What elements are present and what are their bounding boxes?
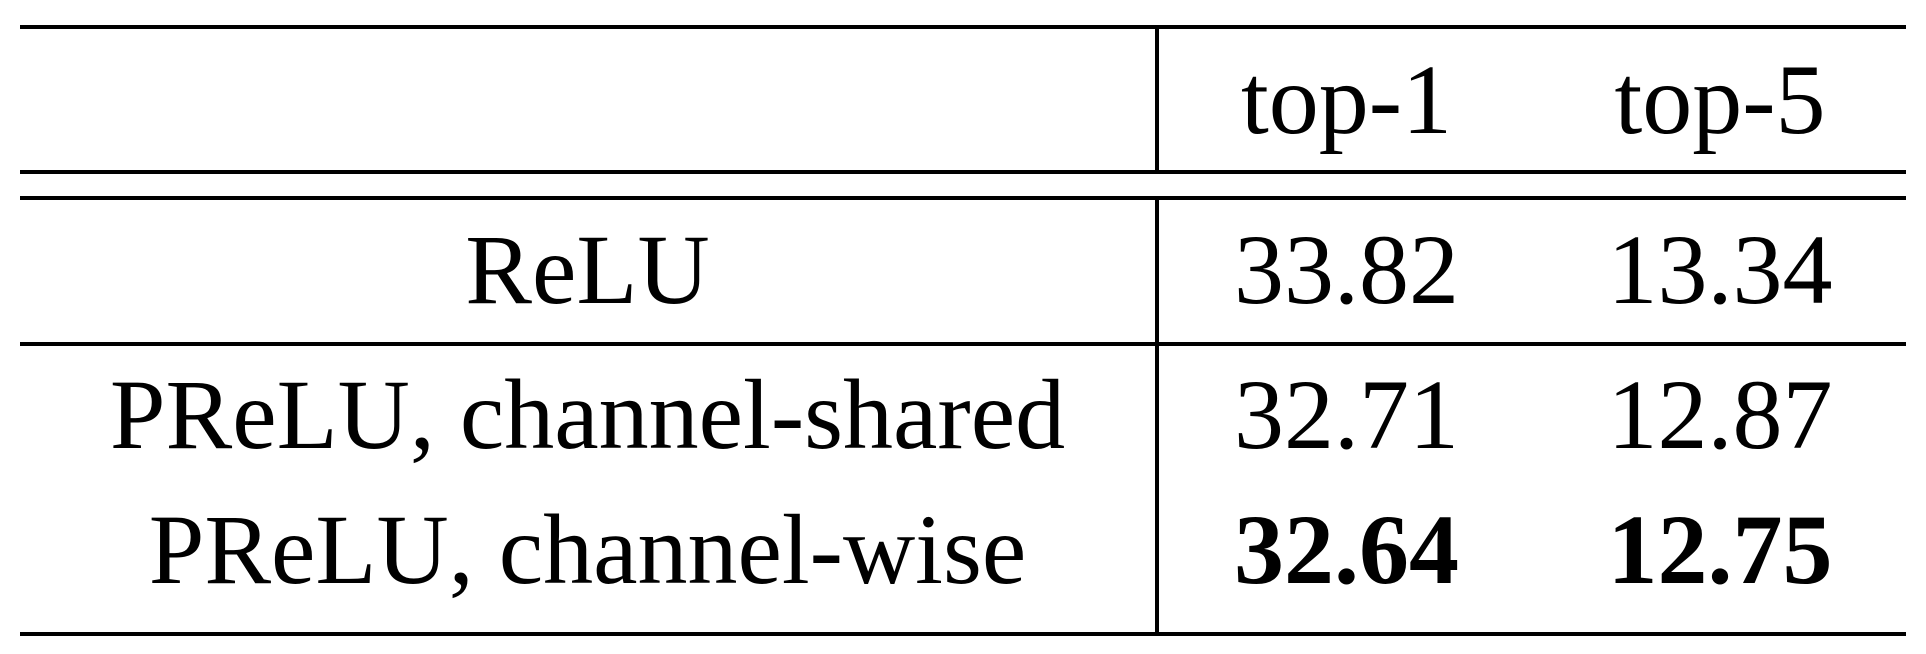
row-relu-top5: 13.34 bbox=[1607, 214, 1833, 325]
row-prelu-shared-method: PReLU, channel-shared bbox=[109, 359, 1066, 470]
row-prelu-wise-method: PReLU, channel-wise bbox=[148, 494, 1027, 605]
header-top5: top-5 bbox=[1614, 44, 1826, 155]
column-separator-body bbox=[1155, 196, 1159, 636]
row-prelu-wise-top5: 12.75 bbox=[1607, 494, 1833, 605]
top-rule bbox=[20, 25, 1906, 29]
header-double-rule-upper bbox=[20, 170, 1906, 174]
column-separator-header bbox=[1155, 25, 1159, 174]
header-double-rule-lower bbox=[20, 196, 1906, 200]
header-top1: top-1 bbox=[1240, 44, 1453, 155]
row-relu-top1: 33.82 bbox=[1234, 214, 1459, 325]
results-table: top-1 top-5 ReLU 33.82 13.34 PReLU, chan… bbox=[20, 25, 1906, 637]
row-relu-method: ReLU bbox=[465, 214, 710, 325]
row-separator-rule bbox=[20, 342, 1906, 346]
row-prelu-shared-top5: 12.87 bbox=[1607, 359, 1833, 470]
bottom-rule bbox=[20, 632, 1906, 636]
row-prelu-shared-top1: 32.71 bbox=[1234, 359, 1459, 470]
row-prelu-wise-top1: 32.64 bbox=[1234, 494, 1459, 605]
